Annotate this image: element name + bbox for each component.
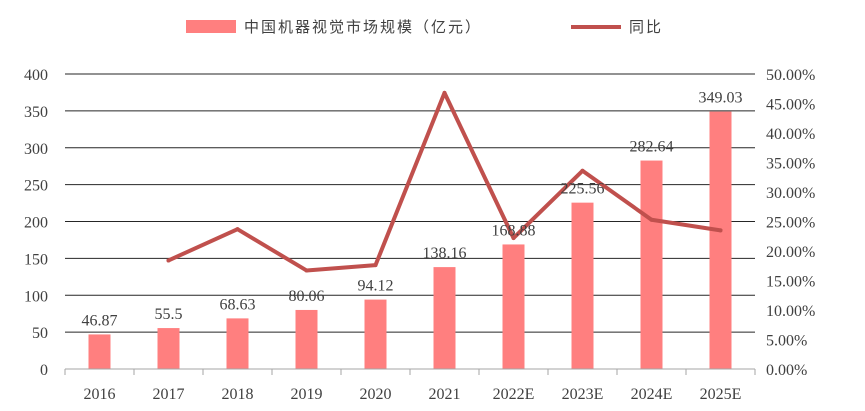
line-point [511, 236, 516, 241]
y-left-tick-label: 200 [24, 215, 48, 232]
x-tick-label: 2016 [84, 386, 116, 403]
bar-data-label: 349.03 [699, 90, 743, 107]
y-right-tick-label: 30.00% [766, 185, 815, 202]
line-series [166, 90, 723, 273]
legend-line-label: 同比 [629, 18, 663, 36]
y-left-tick-label: 150 [24, 251, 48, 268]
bar-data-label: 282.64 [630, 139, 674, 156]
line-point [304, 268, 309, 273]
x-tick-label: 2025E [700, 386, 742, 403]
bar [571, 202, 594, 369]
line-point [373, 263, 378, 268]
bar [157, 328, 180, 369]
y-left-tick-label: 0 [40, 362, 48, 379]
gridlines [65, 73, 755, 333]
y-left-tick-label: 350 [24, 104, 48, 121]
y-right-tick-label: 50.00% [766, 67, 815, 84]
bar-data-label: 168.88 [492, 222, 536, 239]
data-labels: 46.87 55.5 68.63 80.06 94.12 138.16 168.88 225.… [82, 90, 743, 330]
line-point [580, 168, 585, 173]
y-left-tick-label: 300 [24, 141, 48, 158]
y-right-tick-label: 15.00% [766, 274, 815, 291]
axes: 0 50 100 150 200 250 300 350 400 0.00% 5.00% 10.00%… [24, 67, 815, 403]
x-tick-label: 2018 [222, 386, 254, 403]
bar-series [88, 111, 732, 369]
legend: 中国机器视觉市场规模（亿元） 同比 [186, 18, 663, 36]
line-point [166, 258, 171, 263]
bar-data-label: 138.16 [423, 245, 467, 262]
x-tick-label: 2022E [493, 386, 535, 403]
line-point [442, 90, 447, 95]
legend-bar-swatch [186, 20, 236, 33]
y-right-tick-label: 10.00% [766, 303, 815, 320]
x-tick-label: 2019 [291, 386, 323, 403]
line-point [649, 217, 654, 222]
bar [364, 299, 387, 369]
bar [433, 267, 456, 369]
bar [502, 244, 525, 369]
y-left-tick-label: 250 [24, 178, 48, 195]
bar-data-label: 80.06 [289, 288, 325, 305]
x-tick-label: 2020 [360, 386, 392, 403]
line-point [718, 228, 723, 233]
y-right-tick-label: 45.00% [766, 97, 815, 114]
bar [640, 160, 663, 369]
bar [88, 334, 111, 369]
y-right-tick-label: 0.00% [766, 362, 807, 379]
bar-data-label: 68.63 [220, 296, 256, 313]
bar-data-label: 94.12 [358, 278, 394, 295]
y-left-tick-label: 50 [32, 325, 48, 342]
y-right-tick-label: 40.00% [766, 126, 815, 143]
y-left-tick-label: 100 [24, 288, 48, 305]
y-right-tick-label: 5.00% [766, 333, 807, 350]
x-tick-label: 2023E [562, 386, 604, 403]
legend-bar-label: 中国机器视觉市场规模（亿元） [244, 18, 482, 36]
x-tick-label: 2024E [631, 386, 673, 403]
y-left-tick-label: 400 [24, 67, 48, 84]
x-tick-label: 2017 [153, 386, 185, 403]
bar-data-label: 55.5 [155, 306, 183, 323]
y-right-tick-label: 20.00% [766, 244, 815, 261]
bar [226, 318, 249, 369]
bar [295, 309, 318, 369]
y-right-tick-label: 35.00% [766, 156, 815, 173]
bar-data-label: 46.87 [82, 312, 118, 329]
line-series-path [166, 90, 723, 273]
x-tick-label: 2021 [429, 386, 461, 403]
line-point [235, 227, 240, 232]
bar [709, 111, 732, 369]
y-right-tick-label: 25.00% [766, 215, 815, 232]
bar-data-label: 225.56 [561, 181, 605, 198]
